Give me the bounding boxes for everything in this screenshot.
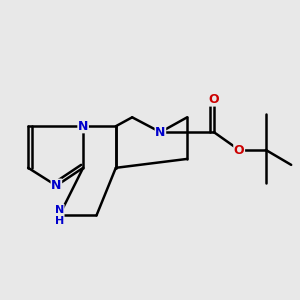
Text: N: N (78, 120, 88, 133)
Text: N
H: N H (55, 205, 64, 226)
Text: N: N (51, 179, 62, 192)
Text: O: O (208, 93, 219, 106)
Text: O: O (234, 143, 244, 157)
Text: N: N (155, 126, 166, 139)
